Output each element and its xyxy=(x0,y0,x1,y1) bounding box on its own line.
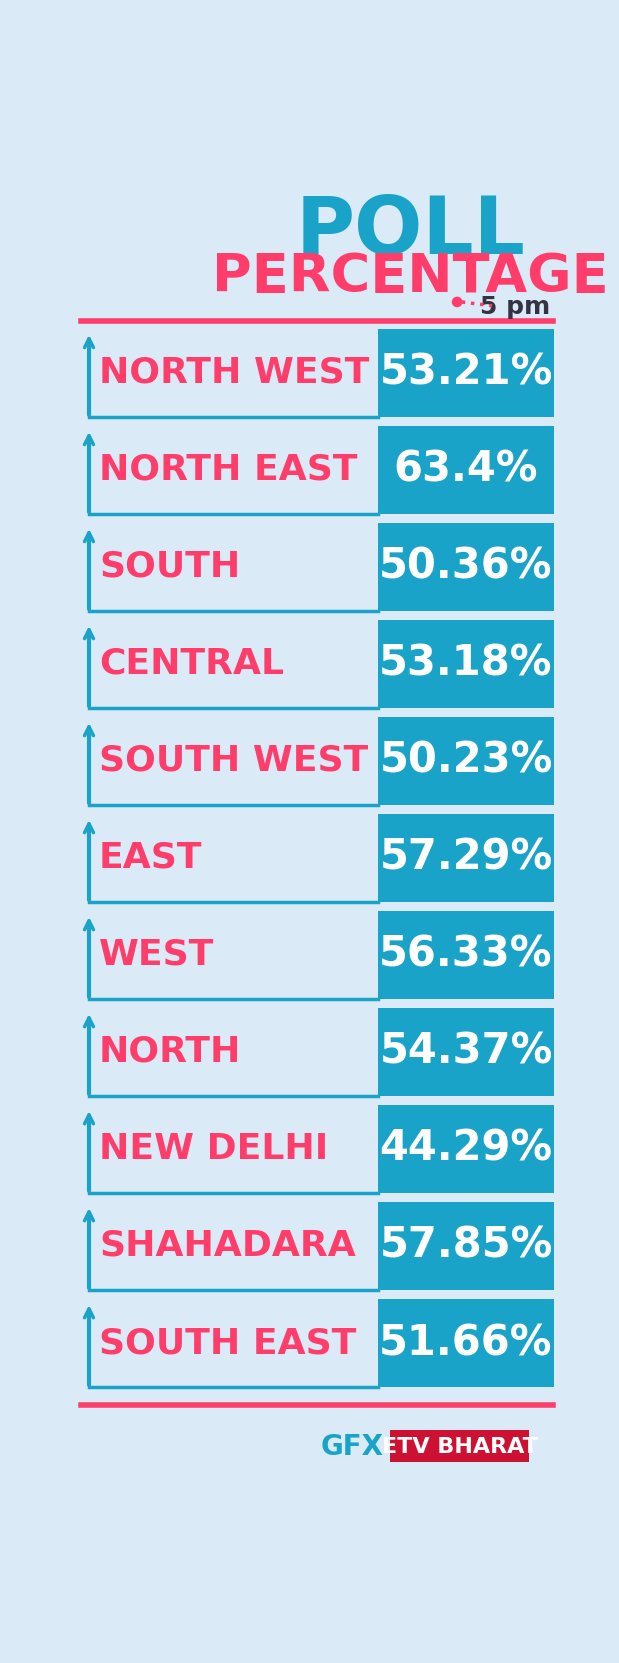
Text: 53.21%: 53.21% xyxy=(379,353,553,394)
Bar xyxy=(378,1106,554,1192)
Text: NEW DELHI: NEW DELHI xyxy=(99,1133,328,1166)
Text: POLL: POLL xyxy=(296,193,526,271)
Text: ETV BHARAT: ETV BHARAT xyxy=(381,1437,537,1457)
Text: SOUTH EAST: SOUTH EAST xyxy=(99,1325,357,1360)
Text: WEST: WEST xyxy=(99,938,214,971)
Text: NORTH WEST: NORTH WEST xyxy=(99,356,370,389)
Text: 51.66%: 51.66% xyxy=(379,1322,553,1364)
Text: 50.36%: 50.36% xyxy=(379,545,553,587)
Text: 57.85%: 57.85% xyxy=(379,1226,553,1267)
Bar xyxy=(378,1202,554,1290)
Text: 5 pm: 5 pm xyxy=(480,296,550,319)
Text: 63.4%: 63.4% xyxy=(394,449,539,491)
Bar xyxy=(378,426,554,514)
Text: GFX: GFX xyxy=(321,1434,384,1462)
Text: 50.23%: 50.23% xyxy=(379,740,553,782)
Bar xyxy=(390,1430,529,1462)
Circle shape xyxy=(452,298,462,306)
Text: SOUTH WEST: SOUTH WEST xyxy=(99,743,368,778)
Text: PERCENTAGE: PERCENTAGE xyxy=(212,251,609,303)
Text: CENTRAL: CENTRAL xyxy=(99,647,284,680)
Bar xyxy=(378,620,554,708)
Bar xyxy=(378,911,554,999)
Bar xyxy=(378,813,554,901)
Text: SOUTH: SOUTH xyxy=(99,550,240,584)
Bar xyxy=(378,1299,554,1387)
Text: NORTH EAST: NORTH EAST xyxy=(99,452,358,487)
Text: SHAHADARA: SHAHADARA xyxy=(99,1229,356,1262)
Text: NORTH: NORTH xyxy=(99,1034,241,1069)
Text: EAST: EAST xyxy=(99,841,202,875)
Bar xyxy=(378,1008,554,1096)
Bar xyxy=(378,717,554,805)
Text: 56.33%: 56.33% xyxy=(379,935,553,976)
Text: 54.37%: 54.37% xyxy=(379,1031,553,1073)
Text: 53.18%: 53.18% xyxy=(379,644,553,685)
Text: 57.29%: 57.29% xyxy=(379,836,553,880)
Bar xyxy=(378,522,554,610)
Bar xyxy=(378,329,554,417)
Text: 44.29%: 44.29% xyxy=(379,1128,553,1171)
